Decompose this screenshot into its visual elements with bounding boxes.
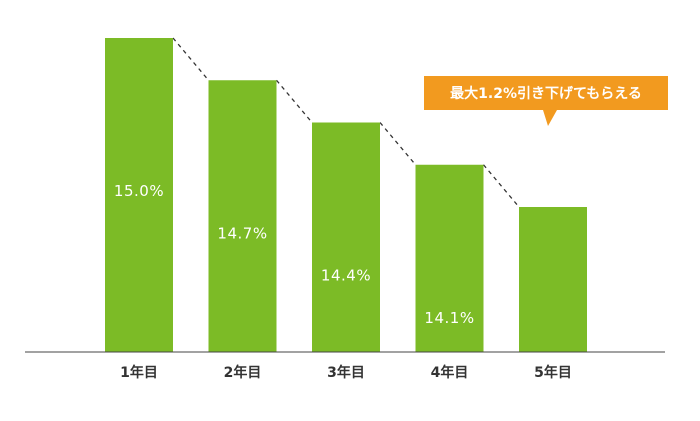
bar-value-label-2: 14.7% [217, 224, 267, 242]
bar-value-label-3: 14.4% [321, 267, 371, 285]
x-tick-label-2: 2年目 [224, 364, 262, 381]
bars-group [105, 38, 587, 352]
bar-2 [208, 80, 277, 352]
connector-lines [172, 37, 520, 208]
connector-line-3 [379, 122, 416, 166]
callout-pointer [543, 110, 557, 126]
bar-value-label-4: 14.1% [424, 309, 474, 327]
bar-3 [312, 122, 380, 352]
bar-value-label-1: 15.0% [114, 182, 164, 200]
callout-text: 最大1.2%引き下げてもらえる [450, 85, 642, 102]
x-tick-label-1: 1年目 [120, 364, 158, 381]
x-tick-label-4: 4年目 [431, 364, 469, 381]
value-labels-group: 15.0% 14.7% 14.4% 14.1% 13.8% [114, 182, 578, 369]
bar-4 [415, 164, 484, 352]
annotation-callout: 最大1.2%引き下げてもらえる [424, 76, 668, 126]
x-tick-label-5: 5年目 [534, 364, 572, 381]
connector-line-1 [172, 37, 209, 81]
bar-5 [519, 207, 587, 352]
x-tick-labels-group: 1年目 2年目 3年目 4年目 5年目 [120, 364, 572, 381]
callout-box [424, 76, 668, 110]
bar-1 [105, 38, 173, 352]
bar-value-label-5: 13.8% [528, 351, 578, 369]
x-tick-label-3: 3年目 [327, 364, 365, 381]
connector-line-4 [483, 164, 520, 208]
connector-line-2 [276, 79, 313, 123]
